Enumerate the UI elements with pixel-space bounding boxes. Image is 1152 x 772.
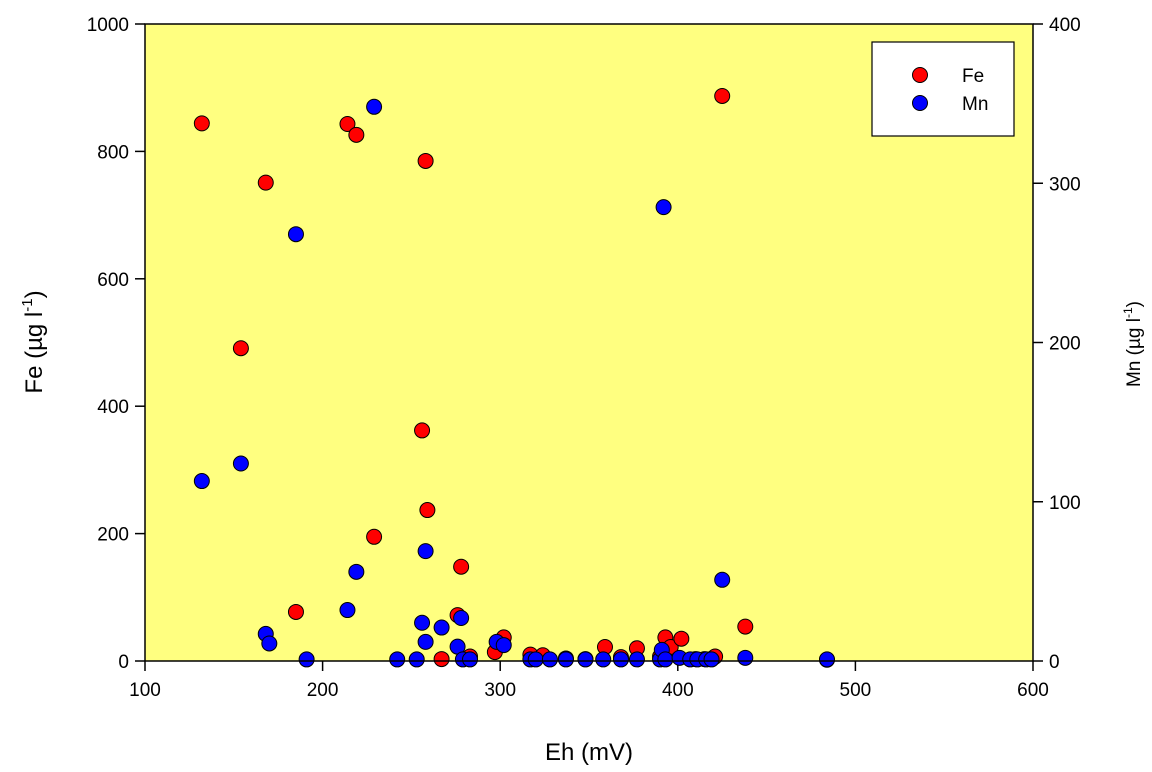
x-tick-label: 200 — [307, 680, 339, 701]
mn-point — [714, 571, 731, 588]
mn-point — [287, 226, 304, 243]
fe-point — [433, 651, 450, 668]
x-tick-label: 600 — [1017, 680, 1049, 701]
fe-point — [714, 87, 731, 104]
y-right-tick-label: 300 — [1049, 174, 1081, 195]
mn-point — [298, 651, 315, 668]
mn-point — [389, 651, 406, 668]
plot-frame — [144, 23, 1034, 662]
mn-point — [261, 635, 278, 652]
fe-point — [673, 630, 690, 647]
fe-point — [419, 502, 436, 519]
mn-point — [595, 651, 612, 668]
y-right-tick-label: 400 — [1049, 15, 1081, 36]
fe-point — [414, 422, 431, 439]
x-tick-label: 100 — [129, 680, 161, 701]
mn-point — [417, 543, 434, 560]
x-axis-label: Eh (mV) — [545, 739, 633, 766]
mn-point — [628, 651, 645, 668]
y-left-tick-label: 200 — [97, 525, 129, 546]
mn-point — [818, 651, 835, 668]
mn-point — [366, 98, 383, 115]
y-axis-left-label: Fe (µg l-1) — [19, 290, 48, 393]
fe-point — [453, 558, 470, 575]
mn-point — [193, 473, 210, 490]
fe-point — [348, 126, 365, 143]
legend-label-mn: Mn — [962, 94, 988, 115]
mn-point — [541, 651, 558, 668]
legend-marker-fe — [912, 67, 928, 83]
y-left-tick-label: 600 — [97, 270, 129, 291]
y-left-tick-label: 400 — [97, 397, 129, 418]
mn-point — [612, 651, 629, 668]
fe-point — [193, 115, 210, 132]
mn-point — [655, 199, 672, 216]
mn-point — [577, 651, 594, 668]
mn-point — [414, 614, 431, 631]
y-left-tick-label: 1000 — [87, 15, 129, 36]
y-axis-right-label: Mn (µg l-1) — [1121, 301, 1145, 387]
x-tick-label: 300 — [484, 680, 516, 701]
mn-point — [232, 455, 249, 472]
mn-point — [557, 651, 574, 668]
legend-marker-mn — [912, 95, 928, 111]
mn-point — [433, 619, 450, 636]
mn-point — [462, 651, 479, 668]
fe-point — [232, 340, 249, 357]
mn-point — [495, 637, 512, 654]
mn-point — [527, 651, 544, 668]
x-tick-label: 500 — [840, 680, 872, 701]
fe-point — [417, 152, 434, 169]
mn-point — [408, 651, 425, 668]
fe-point — [737, 618, 754, 635]
mn-point — [737, 649, 754, 666]
y-left-tick-label: 0 — [118, 652, 129, 673]
fe-point — [366, 528, 383, 545]
axis-ticks: 100 200 300 400 500 6000200400600800100001002… — [87, 15, 1081, 701]
mn-point — [703, 651, 720, 668]
legend-box — [871, 41, 1015, 137]
mn-point — [453, 610, 470, 627]
y-right-tick-label: 0 — [1049, 652, 1060, 673]
mn-point — [339, 602, 356, 619]
fe-point — [257, 174, 274, 191]
fe-point — [287, 603, 304, 620]
fe-point — [339, 116, 356, 133]
mn-point — [417, 633, 434, 650]
y-right-tick-label: 100 — [1049, 493, 1081, 514]
mn-point — [348, 563, 365, 580]
legend: Fe Mn — [871, 41, 1015, 137]
y-left-tick-label: 800 — [97, 142, 129, 163]
legend-label-fe: Fe — [962, 66, 984, 87]
mn-point — [657, 651, 674, 668]
y-right-tick-label: 200 — [1049, 334, 1081, 355]
x-tick-label: 400 — [662, 680, 694, 701]
